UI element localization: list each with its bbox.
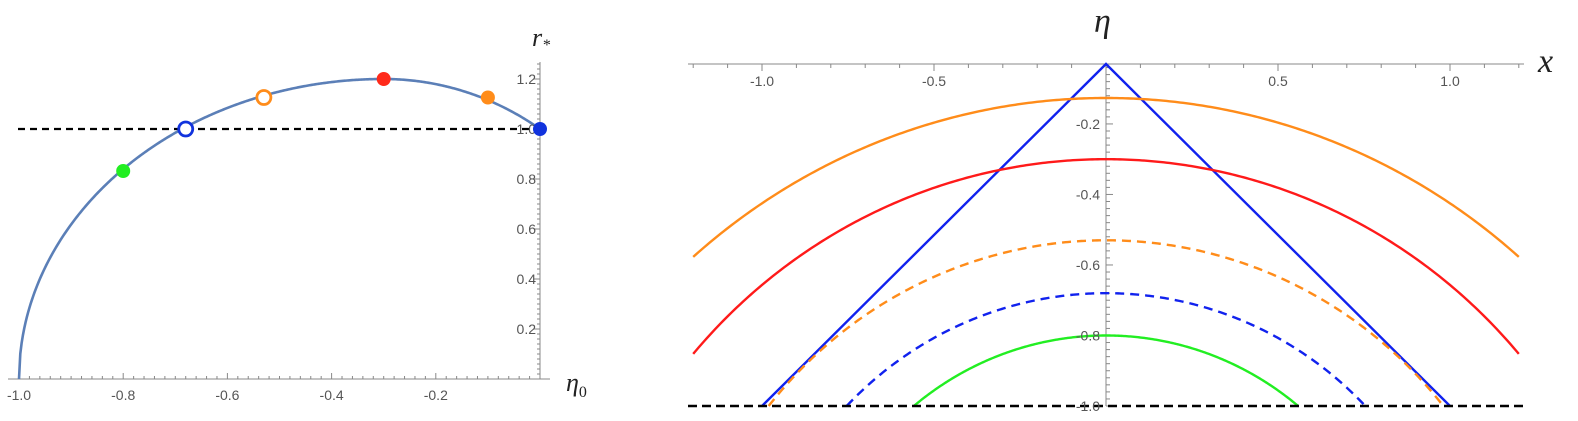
right-chart: -1.0 -0.5 0.5 1.0 -0.2 -0.4 -0.6 -0.8 -1.0 η x xyxy=(688,3,1553,414)
y-tick-label: -0.6 xyxy=(1076,257,1100,273)
left-x-title: η0 xyxy=(566,368,587,401)
x-tick-label: -1.0 xyxy=(7,387,31,403)
left-axis-ticks xyxy=(18,63,541,379)
y-tick-label: 1.2 xyxy=(517,71,537,87)
y-tick-label: 1.0 xyxy=(517,121,537,137)
data-point-marker xyxy=(116,164,131,178)
y-tick-label: -0.4 xyxy=(1076,186,1100,202)
left-curve xyxy=(17,77,541,380)
x-tick-label: -0.6 xyxy=(215,387,239,403)
right-axis-ticks xyxy=(692,64,1520,407)
x-tick-label: 0.5 xyxy=(1268,73,1288,89)
left-tick-labels: -1.0 -0.8 -0.6 -0.4 -0.2 0.2 0.4 0.6 0.8 1.0 1.2 xyxy=(7,71,536,403)
x-tick-label: -0.2 xyxy=(424,387,448,403)
series-curve xyxy=(692,158,1520,355)
data-point-marker xyxy=(480,90,495,105)
right-y-title: η xyxy=(1094,3,1111,40)
series-curve xyxy=(913,334,1299,407)
y-tick-label: 0.4 xyxy=(517,271,537,287)
left-y-title: r* xyxy=(532,23,550,54)
x-tick-label: -0.4 xyxy=(320,387,344,403)
series-curve xyxy=(761,62,1451,407)
right-tick-labels: -1.0 -0.5 0.5 1.0 -0.2 -0.4 -0.6 -0.8 -1.0 xyxy=(750,73,1460,414)
series-curve xyxy=(692,96,1520,258)
y-tick-label: -1.0 xyxy=(1076,398,1100,414)
data-point-marker xyxy=(255,89,273,106)
y-tick-label: 0.2 xyxy=(517,321,537,337)
data-point-marker xyxy=(376,72,391,86)
data-point-marker xyxy=(177,120,195,138)
series-curve xyxy=(767,239,1445,407)
y-tick-label: -0.2 xyxy=(1076,116,1100,132)
y-tick-label: 0.6 xyxy=(517,221,537,237)
x-tick-label: -0.8 xyxy=(111,387,135,403)
left-chart: -1.0 -0.8 -0.6 -0.4 -0.2 0.2 0.4 0.6 0.8 1.0 1.2 r… xyxy=(7,23,587,403)
x-tick-label: -1.0 xyxy=(750,73,774,89)
x-tick-label: -0.5 xyxy=(922,73,946,89)
data-point-marker xyxy=(533,122,547,136)
x-tick-label: 1.0 xyxy=(1440,73,1460,89)
y-tick-label: -0.8 xyxy=(1076,327,1100,343)
left-markers xyxy=(116,72,547,178)
y-tick-label: 0.8 xyxy=(517,171,537,187)
right-series-group xyxy=(692,62,1520,407)
right-x-title: x xyxy=(1537,43,1553,80)
series-curve xyxy=(845,291,1367,407)
